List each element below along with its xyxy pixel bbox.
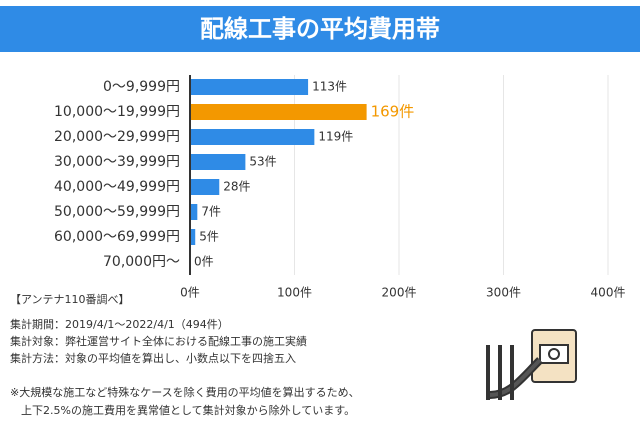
- value-label: 119件: [318, 130, 353, 144]
- value-label: 0件: [194, 255, 214, 269]
- y-tick-label: 40,000〜49,999円: [54, 179, 180, 195]
- y-tick-label: 60,000〜69,999円: [54, 229, 180, 245]
- bar: [190, 129, 315, 145]
- bar: [190, 179, 220, 195]
- note: 上下2.5%の施工費用を異常値として集計対象から除外しています。: [10, 403, 355, 417]
- value-label: 5件: [199, 230, 219, 244]
- x-tick-label: 200件: [382, 286, 417, 300]
- value-label: 28件: [223, 180, 250, 194]
- bar: [190, 229, 196, 245]
- note: 集計方法：対象の平均値を算出し、小数点以下を四捨五入: [10, 351, 296, 365]
- x-tick-label: 100件: [277, 286, 312, 300]
- bar: [190, 154, 246, 170]
- bar: [190, 79, 309, 95]
- title-banner: [0, 6, 640, 52]
- value-label: 113件: [312, 80, 347, 94]
- note: 集計期間：2019/4/1〜2022/4/1（494件）: [10, 317, 229, 331]
- y-tick-label: 50,000〜59,999円: [54, 204, 180, 220]
- note: 【アンテナ110番調べ】: [10, 292, 130, 306]
- y-tick-label: 30,000〜39,999円: [54, 154, 180, 170]
- bar: [190, 204, 198, 220]
- cable-icon: [486, 329, 577, 400]
- y-tick-label: 0〜9,999円: [103, 79, 180, 95]
- y-tick-label: 10,000〜19,999円: [54, 104, 180, 120]
- note: 集計対象：弊社運営サイト全体における配線工事の施工実績: [10, 334, 307, 348]
- note: ※大規模な施工など特殊なケースを除く費用の平均値を算出するため、: [10, 385, 360, 399]
- bar: [190, 104, 367, 120]
- value-label: 7件: [201, 205, 221, 219]
- x-tick-label: 400件: [591, 286, 626, 300]
- x-tick-label: 0件: [180, 286, 200, 300]
- value-label: 169件: [371, 103, 415, 121]
- value-label: 53件: [249, 155, 276, 169]
- chart-title: 配線工事の平均費用帯: [200, 15, 440, 43]
- y-tick-label: 20,000〜29,999円: [54, 129, 180, 145]
- x-tick-label: 300件: [486, 286, 521, 300]
- y-tick-label: 70,000円〜: [103, 254, 180, 270]
